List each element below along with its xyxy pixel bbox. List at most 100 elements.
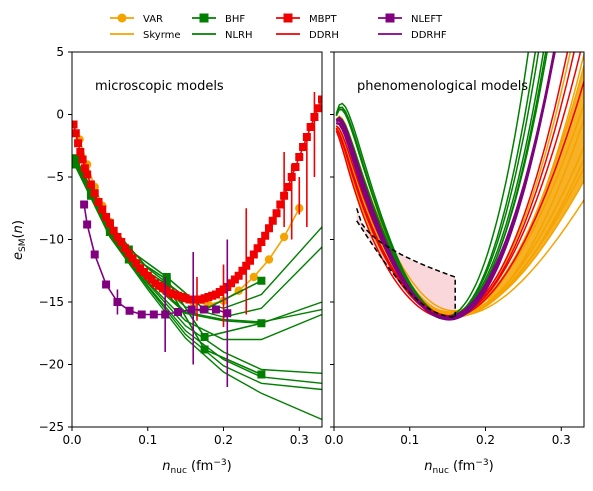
x-tick-label: 0.3 <box>552 433 571 447</box>
data-point <box>264 255 274 264</box>
y-tick-label: 0 <box>56 108 64 122</box>
ddrhf-curve <box>335 52 556 321</box>
data-point <box>318 95 322 104</box>
data-point <box>90 189 99 198</box>
data-point <box>246 256 255 265</box>
series-mbpt <box>72 92 322 327</box>
legend-item-nleft: NLEFT <box>378 13 443 25</box>
data-point <box>78 155 87 164</box>
x-tick-label: 0.2 <box>214 433 233 447</box>
x-tick-label: 0.1 <box>400 433 419 447</box>
series-ddrh <box>335 52 584 319</box>
data-point <box>124 249 133 258</box>
series-ddrhf <box>335 52 556 321</box>
y-axis-label: eSM(n) <box>11 220 28 260</box>
ddrhf-curve <box>336 52 556 319</box>
ddrh-curve <box>335 52 575 318</box>
data-point <box>117 238 126 246</box>
data-point <box>76 148 85 156</box>
data-point <box>72 154 80 163</box>
data-point <box>72 129 80 138</box>
y-tick-label: −5 <box>46 170 64 184</box>
data-point <box>257 276 266 285</box>
series-nleft <box>80 200 232 387</box>
data-point <box>287 173 296 181</box>
x-axis-label-left: nnuc (fm−3) <box>162 458 231 476</box>
data-point <box>80 164 89 173</box>
data-point <box>199 305 208 314</box>
panel-phenomenological: phenomenological models 0.0 0.1 0.2 0.3 <box>324 51 585 447</box>
right-plot-data <box>335 52 584 321</box>
data-point <box>105 219 114 228</box>
nlrh-curve <box>335 52 530 318</box>
data-point <box>72 120 78 129</box>
data-point <box>276 200 285 209</box>
data-point <box>83 170 92 179</box>
data-point <box>272 209 281 218</box>
data-point <box>234 271 243 280</box>
x-tick-label: 0.2 <box>476 433 495 447</box>
legend-marker <box>199 13 209 23</box>
data-point <box>242 261 251 270</box>
legend-label: NLEFT <box>411 14 443 25</box>
data-point <box>90 250 99 259</box>
bhf-curve <box>75 166 322 391</box>
data-point <box>223 309 232 318</box>
series-skyrme <box>335 52 584 318</box>
data-point <box>253 244 262 253</box>
data-point <box>257 238 266 246</box>
ddrh-curve <box>335 52 582 318</box>
data-point <box>162 273 171 281</box>
data-point <box>128 254 137 263</box>
data-point <box>113 233 122 241</box>
left-annotation: microscopic models <box>95 79 224 94</box>
nlrh-curve <box>335 52 537 319</box>
legend-label: DDRH <box>309 30 339 41</box>
legend-item-nlrh: NLRH <box>192 30 253 41</box>
data-point <box>86 180 95 189</box>
data-point <box>125 306 134 315</box>
y-tick-label: −25 <box>39 420 64 434</box>
x-tick-label: 0.1 <box>138 433 157 447</box>
data-point <box>279 232 289 242</box>
data-point <box>249 250 258 259</box>
nlrh-curve <box>335 52 540 318</box>
data-point <box>98 205 107 214</box>
legend-item-bhf: BHF <box>192 13 245 25</box>
data-point <box>295 153 304 161</box>
data-point <box>132 259 141 268</box>
series-line <box>75 164 262 376</box>
data-point <box>161 310 170 319</box>
x-tick-label: 0.0 <box>324 433 343 447</box>
legend-label: VAR <box>143 14 163 25</box>
legend-item-mbpt: MBPT <box>276 13 338 25</box>
left-ticks: 0.0 0.1 0.2 0.3 5 0 −5 −10 −15 −20 −25 <box>39 45 309 447</box>
data-point <box>314 104 322 113</box>
data-point <box>113 298 122 306</box>
data-point <box>283 183 292 191</box>
data-point <box>83 220 92 229</box>
data-point <box>261 231 270 240</box>
nlrh-curve <box>336 52 556 319</box>
x-tick-label: 0.3 <box>290 433 309 447</box>
legend-label: DDRHF <box>411 30 447 41</box>
data-point <box>149 310 158 319</box>
legend-label: NLRH <box>225 30 253 41</box>
data-point <box>102 213 111 221</box>
data-point <box>94 198 103 206</box>
data-point <box>74 139 83 148</box>
y-tick-label: 5 <box>56 45 64 59</box>
legend: VAR BHF MBPT NLEFT Skyrme NLRH DDRH DDRHF <box>110 13 447 41</box>
data-point <box>211 305 220 314</box>
data-point <box>200 333 209 341</box>
legend-label: MBPT <box>309 14 338 25</box>
right-annotation: phenomenological models <box>357 79 528 94</box>
data-point <box>102 280 111 289</box>
y-tick-label: −15 <box>39 295 64 309</box>
y-tick-label: −10 <box>39 233 64 247</box>
legend-item-skyrme: Skyrme <box>110 30 181 41</box>
data-point <box>310 113 319 121</box>
ddrhf-curve <box>335 52 556 320</box>
data-point <box>200 345 209 354</box>
